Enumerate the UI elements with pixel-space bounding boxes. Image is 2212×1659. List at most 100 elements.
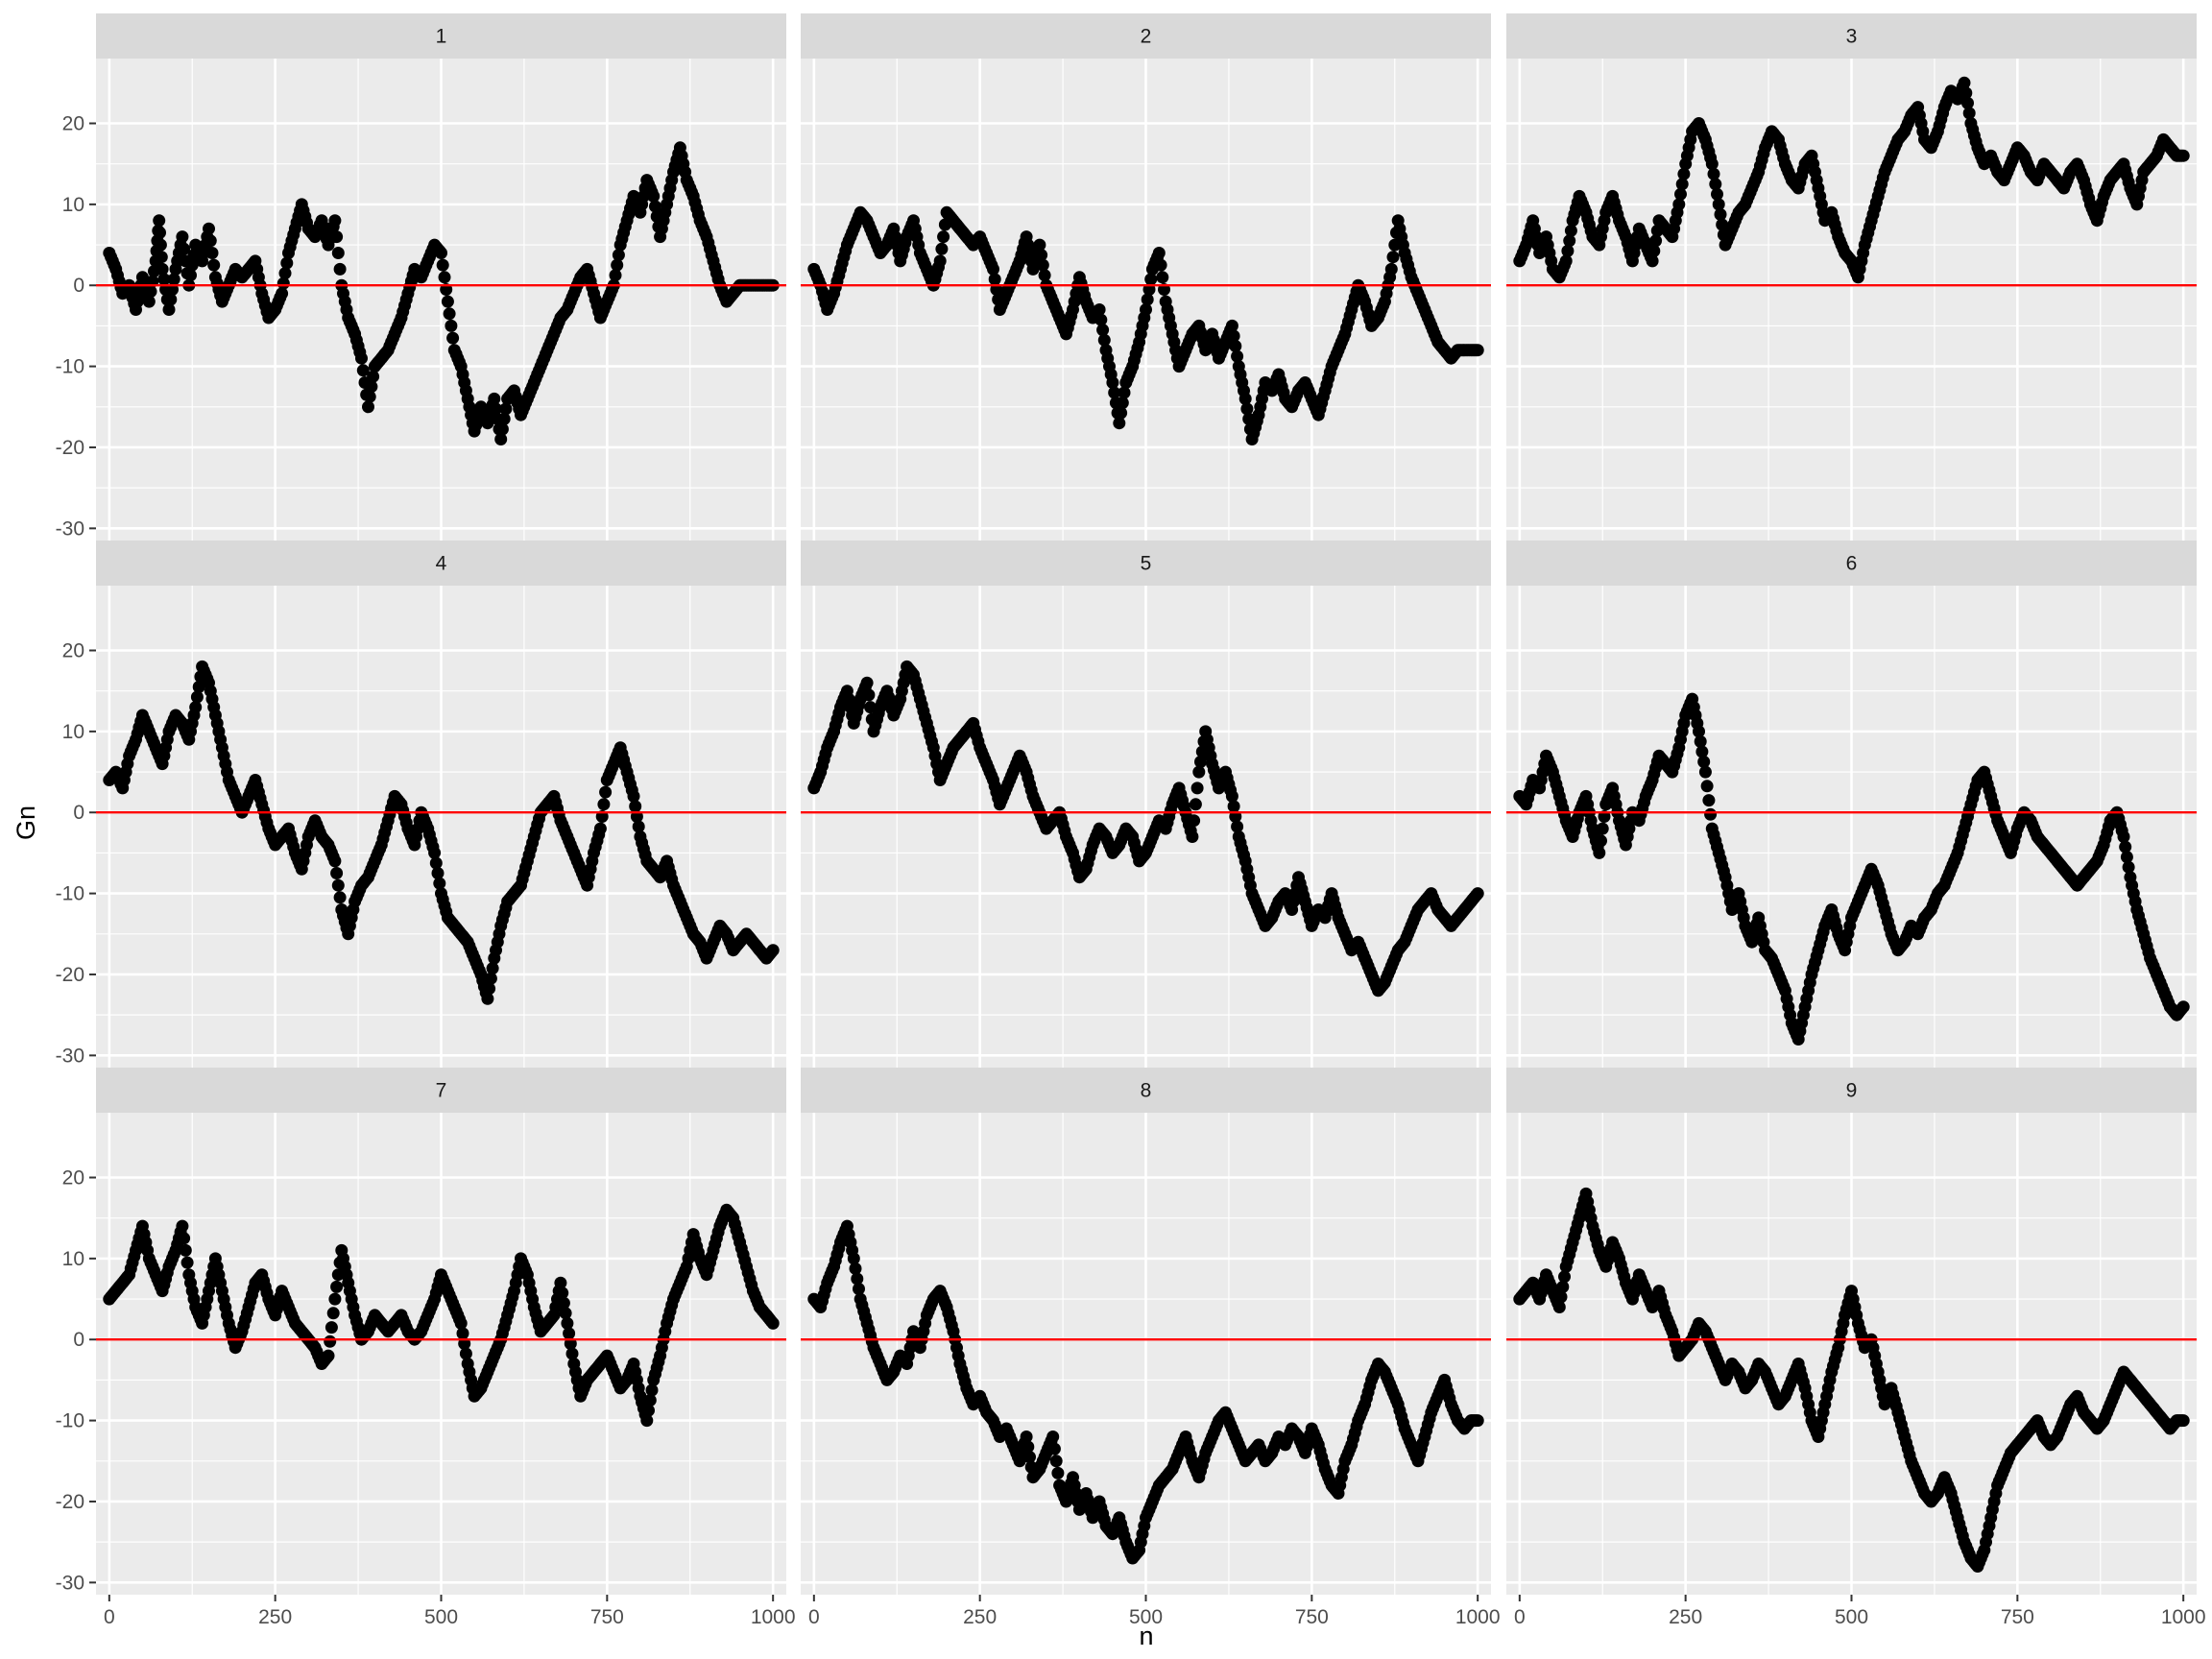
data-point [1563, 234, 1576, 248]
data-point [185, 258, 199, 272]
data-point [483, 982, 496, 996]
data-point [280, 256, 294, 270]
data-point [157, 273, 171, 286]
data-point [1023, 1451, 1036, 1464]
facet-strip-label: 3 [1846, 26, 1858, 48]
data-point [1554, 1290, 1568, 1304]
data-point [559, 1307, 572, 1320]
facet-strip [801, 13, 1491, 59]
data-point [490, 402, 502, 416]
data-point [1958, 76, 1971, 89]
data-point [1596, 822, 1609, 835]
data-point [164, 293, 178, 306]
data-point [1116, 397, 1129, 410]
y-tick-label: 20 [62, 1166, 84, 1189]
data-point [1188, 814, 1201, 828]
data-point [176, 1219, 189, 1233]
data-point [205, 247, 219, 259]
data-point [1702, 794, 1716, 807]
data-point [456, 1327, 469, 1340]
data-point [154, 226, 166, 239]
data-point [561, 1316, 574, 1330]
data-point [459, 1347, 472, 1360]
data-point [207, 258, 221, 272]
data-point [1709, 178, 1722, 191]
y-tick-label: -20 [56, 964, 84, 986]
data-point [1049, 1455, 1063, 1468]
y-tick-label: -30 [56, 517, 84, 540]
data-point [325, 1321, 338, 1334]
data-point [203, 222, 215, 235]
data-point [627, 789, 640, 803]
data-points [1513, 1187, 2190, 1573]
data-point [629, 800, 642, 813]
data-point [486, 962, 499, 975]
data-point [178, 1232, 191, 1245]
data-point [278, 267, 292, 280]
y-tick-label: -30 [56, 1572, 84, 1594]
data-point [429, 856, 443, 870]
y-tick-label: -20 [56, 1491, 84, 1513]
data-points [103, 1203, 780, 1428]
data-point [176, 230, 189, 244]
data-point [1096, 324, 1110, 337]
data-point [609, 269, 622, 282]
data-point [167, 273, 180, 286]
data-points [103, 660, 780, 1005]
data-point [1154, 258, 1167, 272]
data-point [1674, 187, 1687, 201]
data-point [1705, 157, 1719, 171]
data-point [937, 230, 950, 244]
data-point [642, 1404, 655, 1417]
data-point [1190, 781, 1204, 795]
data-point [1229, 340, 1242, 352]
data-point [2117, 830, 2130, 843]
data-point [1225, 789, 1238, 803]
data-point [428, 846, 442, 859]
data-point [322, 1349, 335, 1362]
data-point [1152, 247, 1166, 259]
facet-panel-2: 2 [801, 13, 1491, 547]
data-point [443, 307, 456, 321]
x-tick-label: 1000 [751, 1606, 796, 1628]
data-point [326, 1307, 340, 1320]
y-tick-label: 10 [62, 721, 84, 743]
facet-strip [1506, 13, 2197, 59]
data-point [2176, 1414, 2190, 1428]
facet-panel-9: 9 0 250 500 750 1000 [1506, 1068, 2206, 1628]
data-point [1561, 244, 1575, 257]
facet-strip [96, 541, 786, 586]
data-point [1552, 1301, 1566, 1313]
facet-strip-label: 4 [436, 553, 447, 575]
data-point [1192, 765, 1206, 779]
data-point [204, 234, 217, 248]
data-point [1108, 386, 1121, 399]
data-point [488, 392, 501, 405]
data-point [557, 1296, 570, 1310]
data-point [1677, 167, 1691, 180]
x-tick-label: 500 [1129, 1606, 1163, 1628]
data-point [497, 412, 511, 425]
facet-strip-label: 8 [1141, 1080, 1152, 1102]
facet-strip-label: 7 [436, 1080, 447, 1102]
data-point [2119, 840, 2132, 854]
data-point [155, 251, 168, 264]
data-point [1704, 807, 1718, 821]
data-point [1386, 251, 1400, 264]
x-tick-label: 750 [590, 1606, 624, 1628]
x-tick-label: 250 [258, 1606, 292, 1628]
data-point [849, 1262, 862, 1275]
data-point [1595, 834, 1607, 848]
data-point [333, 262, 347, 276]
y-tick-label: 0 [73, 275, 84, 297]
data-point [1156, 271, 1169, 284]
data-point [330, 867, 344, 879]
data-point [988, 273, 1001, 286]
data-point [632, 820, 645, 833]
y-tick-label: 0 [73, 1329, 84, 1351]
data-points [807, 1219, 1484, 1565]
data-point [179, 1243, 192, 1257]
data-point [1115, 406, 1128, 420]
data-point [190, 690, 204, 704]
panels-layer: 1 -30 -20 -10 0 10 20 2 3 4 -30 -20 -10 0 10 20 5 6 7 -30 -2… [56, 13, 2206, 1628]
